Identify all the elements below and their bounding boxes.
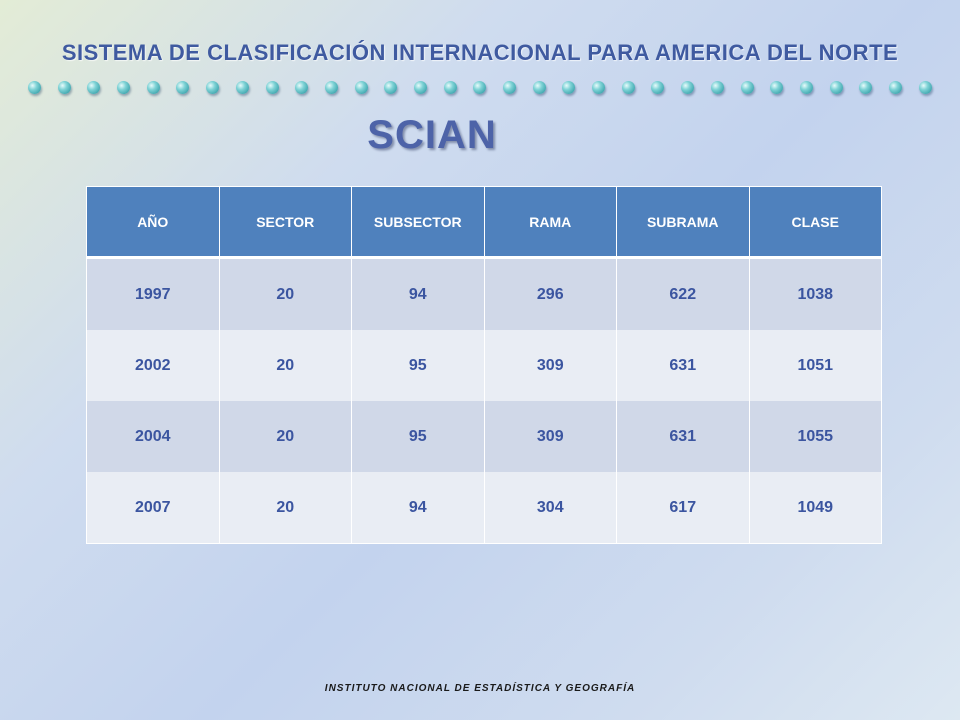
dot-divider [28,79,932,95]
table-header-row: AÑO SECTOR SUBSECTOR RAMA SUBRAMA CLASE [86,186,882,259]
divider-dot [206,80,220,94]
column-header: AÑO [86,186,220,259]
divider-dot [87,80,101,94]
divider-dot [918,80,932,94]
divider-dot [28,80,41,94]
table-cell: 1997 [86,257,220,330]
table-cell: 296 [484,257,617,330]
divider-dot [384,80,398,94]
table-cell: 309 [484,330,617,401]
divider-dot [829,80,843,94]
table-cell: 20 [219,330,352,401]
slide-title: SISTEMA DE CLASIFICACIÓN INTERNACIONAL P… [61,40,899,65]
divider-dot [651,80,665,94]
table-cell: 95 [351,401,485,472]
column-header: CLASE [749,186,882,259]
divider-dot [859,80,873,94]
table-cell: 94 [351,472,485,544]
divider-dot [443,80,457,94]
table-cell: 94 [351,257,485,330]
table-row: 2002 20 95 309 631 1051 [86,330,882,401]
table-cell: 2002 [86,330,220,401]
table-row: 1997 20 94 296 622 1038 [86,257,882,330]
divider-dot [354,80,368,94]
divider-dot [57,80,71,94]
divider-dot [621,80,635,94]
table-cell: 95 [351,330,485,401]
divider-dot [710,80,724,94]
table-cell: 1049 [749,472,882,544]
column-header: SUBSECTOR [351,186,485,259]
divider-dot [888,80,902,94]
table-cell: 1051 [749,330,882,401]
divider-dot [413,80,427,94]
institute-footer: INSTITUTO NACIONAL DE ESTADÍSTICA Y GEOG… [324,683,636,694]
table-cell: 1038 [749,257,882,330]
divider-dot [235,80,249,94]
divider-dot [265,80,279,94]
table-cell: 20 [219,401,352,472]
divider-dot [681,80,695,94]
table-cell: 622 [616,257,750,330]
column-header: SECTOR [219,186,352,259]
divider-dot [532,80,546,94]
divider-dot [503,80,516,94]
column-header: RAMA [484,186,617,259]
table-cell: 2007 [86,472,220,544]
divider-dot [592,80,606,94]
divider-dot [473,80,487,94]
table-cell: 1055 [749,401,882,472]
divider-dot [176,80,190,94]
table-row: 2004 20 95 309 631 1055 [86,401,882,472]
table-cell: 631 [616,401,750,472]
table-cell: 617 [616,472,750,544]
divider-dot [117,80,131,94]
divider-dot [770,80,784,94]
divider-dot [740,80,754,94]
table-cell: 2004 [86,401,220,472]
divider-dot [295,80,309,94]
table-cell: 309 [484,401,617,472]
divider-dot [324,80,338,94]
slide-subtitle: SCIAN [367,113,497,157]
divider-dot [146,80,160,94]
table-cell: 631 [616,330,750,401]
scian-table: AÑO SECTOR SUBSECTOR RAMA SUBRAMA CLASE … [86,186,882,544]
divider-dot [799,80,813,94]
table-cell: 304 [484,472,617,544]
table-cell: 20 [219,257,352,330]
divider-dot [562,80,576,94]
table-row: 2007 20 94 304 617 1049 [86,472,882,544]
table-cell: 20 [219,472,352,544]
column-header: SUBRAMA [616,186,750,259]
